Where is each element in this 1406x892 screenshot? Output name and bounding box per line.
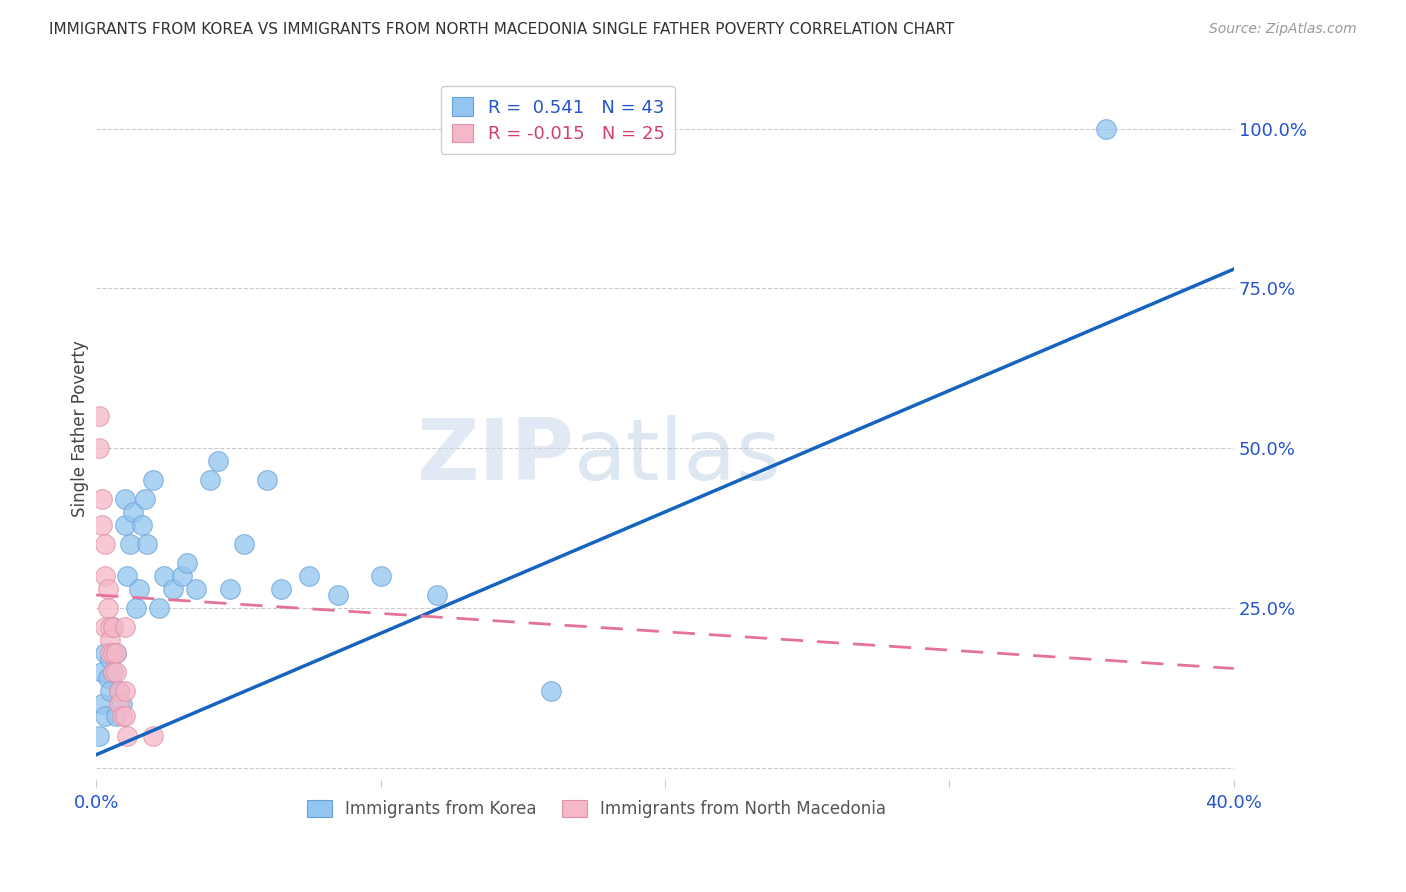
Point (87, 441, 110, 455)
Point (114, 683, 136, 698)
Point (117, 569, 139, 583)
Point (162, 582, 184, 596)
Point (100, 652, 122, 666)
Text: atlas: atlas (574, 416, 782, 499)
Point (87, 729, 110, 743)
Point (100, 683, 122, 698)
Point (105, 665, 128, 679)
Point (136, 537, 159, 551)
Point (114, 709, 136, 723)
Point (117, 729, 139, 743)
Point (125, 600, 148, 615)
Text: IMMIGRANTS FROM KOREA VS IMMIGRANTS FROM NORTH MACEDONIA SINGLE FATHER POVERTY C: IMMIGRANTS FROM KOREA VS IMMIGRANTS FROM… (49, 22, 955, 37)
Point (103, 620, 125, 634)
Point (153, 569, 176, 583)
Point (93, 569, 115, 583)
Point (426, 588, 449, 602)
Point (103, 646, 125, 660)
Point (90, 517, 112, 532)
Point (114, 620, 136, 634)
Legend: Immigrants from Korea, Immigrants from North Macedonia: Immigrants from Korea, Immigrants from N… (301, 793, 893, 825)
Point (233, 537, 256, 551)
Point (111, 709, 134, 723)
Point (97, 582, 120, 596)
Point (87, 409, 110, 423)
Point (97, 600, 120, 615)
Point (326, 588, 349, 602)
Point (184, 582, 207, 596)
Point (103, 665, 125, 679)
Point (103, 665, 125, 679)
Point (198, 473, 221, 487)
Point (148, 600, 170, 615)
Point (93, 620, 115, 634)
Point (270, 582, 292, 596)
Point (131, 517, 153, 532)
Point (105, 709, 128, 723)
Point (1094, 121, 1116, 136)
Point (93, 646, 115, 660)
Point (100, 620, 122, 634)
Point (134, 492, 156, 507)
Point (207, 454, 229, 468)
Point (93, 709, 115, 723)
Point (108, 683, 131, 698)
Point (142, 473, 165, 487)
Point (218, 582, 240, 596)
Point (122, 505, 145, 519)
Y-axis label: Single Father Poverty: Single Father Poverty (72, 341, 89, 517)
Point (93, 537, 115, 551)
Point (105, 646, 128, 660)
Point (176, 556, 198, 570)
Point (90, 665, 112, 679)
Point (100, 632, 122, 647)
Point (114, 492, 136, 507)
Point (100, 646, 122, 660)
Point (105, 646, 128, 660)
Text: Source: ZipAtlas.com: Source: ZipAtlas.com (1209, 22, 1357, 37)
Point (128, 582, 150, 596)
Point (142, 729, 165, 743)
Point (298, 569, 321, 583)
Point (540, 683, 562, 698)
Point (108, 683, 131, 698)
Point (90, 492, 112, 507)
Point (111, 697, 134, 711)
Point (170, 569, 193, 583)
Point (108, 697, 131, 711)
Point (120, 537, 142, 551)
Point (256, 473, 278, 487)
Text: ZIP: ZIP (416, 416, 574, 499)
Point (114, 517, 136, 532)
Point (103, 620, 125, 634)
Point (90, 697, 112, 711)
Point (97, 671, 120, 685)
Point (370, 569, 392, 583)
